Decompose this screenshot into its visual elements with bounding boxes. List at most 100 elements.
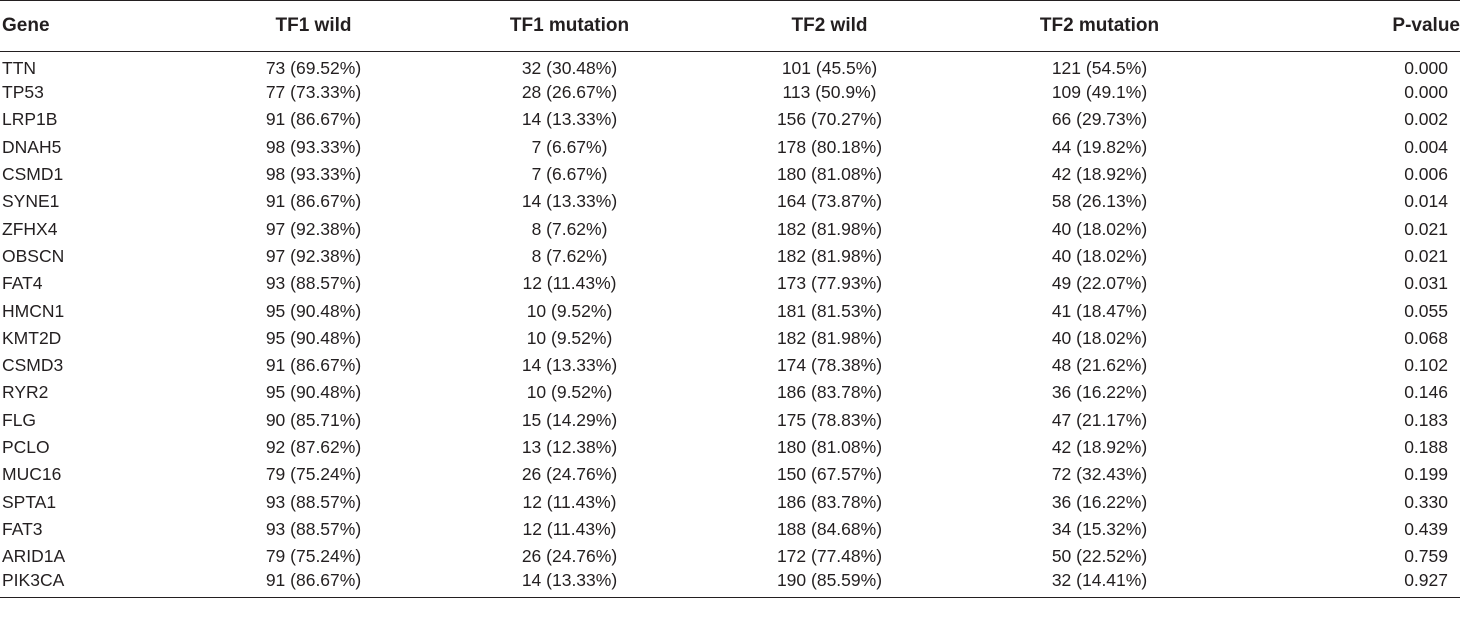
tf2-mutation-cell: 49 (22.07%) — [1051, 273, 1148, 294]
table-row: HMCN1 95 (90.48%) 10 (9.52%) 181 (81.53%) 41… — [0, 297, 1460, 324]
header-row: Gene TF1 wild TF1 mutation TF2 wild TF2 … — [0, 0, 1460, 52]
tf2-wild-cell: 178 (80.18%) — [776, 136, 883, 157]
table-row: OBSCN 97 (92.38%) 8 (7.62%) 182 (81.98%) 40 … — [0, 243, 1460, 270]
gene-cell: HMCN1 — [2, 300, 65, 321]
tf1-wild-cell: 79 (75.24%) — [265, 546, 362, 567]
tf1-wild-cell: 97 (92.38%) — [265, 218, 362, 239]
p-value-cell: 0.188 — [1404, 437, 1448, 457]
tf1-wild-cell: 93 (88.57%) — [265, 518, 362, 539]
tf2-wild-cell: 186 (83.78%) — [776, 382, 883, 403]
tf1-mutation-cell: 15 (14.29%) — [521, 409, 618, 430]
table-row: FAT4 93 (88.57%) 12 (11.43%) 173 (77.93%) 49… — [0, 270, 1460, 297]
p-value-cell: 0.021 — [1404, 218, 1448, 239]
gene-cell: LRP1B — [2, 109, 58, 130]
header-tf2-mutation: TF2 mutation — [957, 0, 1242, 52]
tf2-wild-cell: 164 (73.87%) — [776, 191, 883, 212]
tf1-mutation-cell: 14 (13.33%) — [437, 570, 702, 599]
gene-mutation-table: Gene TF1 wild TF1 mutation TF2 wild TF2 … — [0, 0, 1460, 599]
tf2-mutation-cell: 44 (19.82%) — [1051, 136, 1148, 157]
tf2-mutation-cell: 109 (49.1%) — [1051, 82, 1148, 103]
tf2-wild-cell: 180 (81.08%) — [776, 164, 883, 185]
tf2-wild-cell: 150 (67.57%) — [776, 464, 883, 485]
p-value-cell: 0.183 — [1404, 409, 1448, 430]
tf1-wild-cell: 97 (92.38%) — [265, 245, 362, 266]
tf1-wild-cell: 91 (86.67%) — [265, 109, 362, 130]
table-row: CSMD1 98 (93.33%) 7 (6.67%) 180 (81.08%) 42 … — [0, 161, 1460, 188]
tf1-wild-cell: 95 (90.48%) — [265, 300, 362, 321]
gene-cell: TTN — [2, 58, 37, 78]
tf2-wild-cell: 186 (83.78%) — [776, 491, 883, 512]
tf1-wild-cell: 95 (90.48%) — [265, 382, 362, 403]
table-row: SPTA1 93 (88.57%) 12 (11.43%) 186 (83.78%) 3… — [0, 488, 1460, 515]
tf2-mutation-cell: 50 (22.52%) — [1051, 546, 1148, 567]
p-value-cell: 0.927 — [1242, 570, 1460, 599]
tf2-wild-cell: 181 (81.53%) — [776, 300, 883, 321]
p-value-cell: 0.000 — [1404, 58, 1448, 78]
tf1-wild-cell: 91 (86.67%) — [265, 191, 362, 212]
p-value-cell: 0.759 — [1404, 546, 1448, 567]
tf2-wild-cell: 190 (85.59%) — [702, 570, 957, 599]
table-row: SYNE1 91 (86.67%) 14 (13.33%) 164 (73.87%) 5… — [0, 188, 1460, 215]
gene-cell: CSMD3 — [2, 355, 64, 376]
tf1-mutation-cell: 26 (24.76%) — [521, 546, 618, 567]
p-value-cell: 0.330 — [1404, 491, 1448, 512]
tf2-wild-cell: 173 (77.93%) — [776, 273, 883, 294]
gene-cell: PCLO — [2, 437, 50, 457]
gene-cell: TP53 — [2, 82, 44, 103]
gene-cell: ZFHX4 — [2, 218, 58, 239]
tf1-wild-cell: 77 (73.33%) — [265, 82, 362, 103]
tf2-wild-cell: 182 (81.98%) — [776, 245, 883, 266]
tf2-mutation-cell: 32 (14.41%) — [957, 570, 1242, 599]
tf1-wild-cell: 98 (93.33%) — [265, 136, 362, 157]
header-tf1-mutation: TF1 mutation — [437, 0, 702, 52]
tf1-mutation-cell: 7 (6.67%) — [531, 136, 608, 157]
p-value-cell: 0.031 — [1404, 273, 1448, 294]
gene-cell: ARID1A — [2, 546, 66, 567]
p-value-cell: 0.000 — [1404, 82, 1448, 103]
gene-cell: FAT3 — [2, 518, 43, 539]
tf1-mutation-cell: 12 (11.43%) — [522, 518, 617, 539]
tf2-wild-cell: 101 (45.5%) — [781, 58, 878, 78]
tf1-mutation-cell: 14 (13.33%) — [521, 355, 618, 376]
tf2-mutation-cell: 72 (32.43%) — [1051, 464, 1148, 485]
tf1-mutation-cell: 12 (11.43%) — [522, 273, 617, 294]
tf2-mutation-cell: 42 (18.92%) — [1051, 164, 1148, 185]
p-value-cell: 0.002 — [1404, 109, 1448, 130]
p-value-cell: 0.006 — [1404, 164, 1448, 185]
tf2-mutation-cell: 34 (15.32%) — [1051, 518, 1148, 539]
p-value-cell: 0.146 — [1404, 382, 1448, 403]
header-gene: Gene — [0, 0, 190, 52]
gene-cell: FAT4 — [2, 273, 43, 294]
header-tf1-wild: TF1 wild — [190, 0, 437, 52]
tf1-mutation-cell: 8 (7.62%) — [531, 245, 608, 266]
table-row: FAT3 93 (88.57%) 12 (11.43%) 188 (84.68%) 34… — [0, 516, 1460, 543]
table-row: KMT2D 95 (90.48%) 10 (9.52%) 182 (81.98%) 40… — [0, 325, 1460, 352]
tf1-wild-cell: 93 (88.57%) — [265, 491, 362, 512]
tf1-wild-cell: 91 (86.67%) — [265, 355, 362, 376]
tf1-wild-cell: 79 (75.24%) — [265, 464, 362, 485]
p-value-cell: 0.055 — [1404, 300, 1448, 321]
tf1-mutation-cell: 10 (9.52%) — [526, 382, 613, 403]
tf2-mutation-cell: 36 (16.22%) — [1051, 382, 1148, 403]
gene-cell: FLG — [2, 409, 37, 430]
p-value-cell: 0.004 — [1404, 136, 1448, 157]
tf1-wild-cell: 95 (90.48%) — [265, 327, 362, 348]
tf1-wild-cell: 93 (88.57%) — [265, 273, 362, 294]
tf2-mutation-cell: 41 (18.47%) — [1051, 300, 1148, 321]
tf1-wild-cell: 73 (69.52%) — [265, 58, 362, 78]
tf2-wild-cell: 182 (81.98%) — [776, 327, 883, 348]
p-value-cell: 0.014 — [1404, 191, 1448, 212]
tf2-wild-cell: 182 (81.98%) — [776, 218, 883, 239]
p-value-cell: 0.068 — [1404, 327, 1448, 348]
table-row: FLG 90 (85.71%) 15 (14.29%) 175 (78.83%) 47 … — [0, 407, 1460, 434]
tf1-mutation-cell: 12 (11.43%) — [522, 491, 617, 512]
tf1-mutation-cell: 26 (24.76%) — [521, 464, 618, 485]
tf2-mutation-cell: 42 (18.92%) — [1051, 437, 1148, 457]
table-body: TTN 73 (69.52%) 32 (30.48%) 101 (45.5%) 121 … — [0, 52, 1460, 599]
p-value-cell: 0.439 — [1404, 518, 1448, 539]
gene-cell: KMT2D — [2, 327, 62, 348]
tf1-wild-cell: 90 (85.71%) — [265, 409, 362, 430]
tf2-wild-cell: 175 (78.83%) — [776, 409, 883, 430]
tf1-mutation-cell: 13 (12.38%) — [521, 437, 618, 457]
tf2-mutation-cell: 66 (29.73%) — [1051, 109, 1148, 130]
